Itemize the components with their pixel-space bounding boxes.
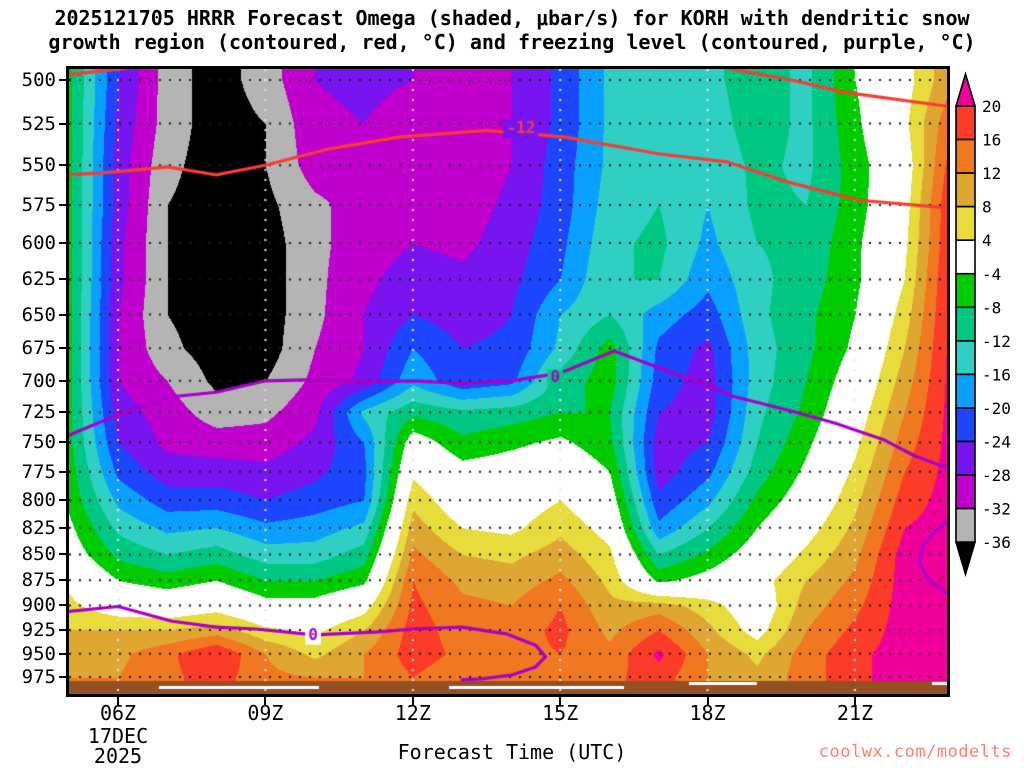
pressure-tick-mark [59,604,66,606]
pressure-tick-mark [59,499,66,501]
colorbar-box [956,341,975,375]
colorbar-value-label: -4 [982,265,1001,284]
pressure-tick-mark [59,314,66,316]
colorbar-value-label: -16 [982,365,1011,384]
pressure-tick-mark [59,204,66,206]
pressure-tick-mark [59,164,66,166]
time-tick-mark [854,697,856,705]
pressure-tick-mark [59,278,66,280]
plot-area [66,66,950,697]
pressure-tick-label-525: 525 [0,113,56,135]
pressure-tick-mark [59,411,66,413]
chart-title-line2: growth region (contoured, red, °C) and f… [0,30,1024,54]
colorbar-value-label: -28 [982,466,1011,485]
pressure-tick-mark [59,629,66,631]
pressure-tick-label-775: 775 [0,461,56,483]
colorbar-box [956,106,975,140]
time-tick-mark [412,697,414,705]
colorbar-above-arrow [956,74,975,106]
colorbar-value-label: -24 [982,433,1011,452]
pressure-tick-label-850: 850 [0,543,56,565]
pressure-tick-mark [59,471,66,473]
pressure-tick-label-950: 950 [0,643,56,665]
colorbar-value-label: 12 [982,164,1001,183]
colorbar-box [956,509,975,543]
pressure-tick-mark [59,123,66,125]
colorbar-value-label: 8 [982,198,992,217]
time-tick-mark [117,697,119,705]
pressure-tick-label-575: 575 [0,194,56,216]
colorbar-below-arrow [956,542,975,574]
pressure-tick-mark [59,347,66,349]
colorbar-box [956,240,975,274]
pressure-tick-mark [59,79,66,81]
time-tick-mark [559,697,561,705]
pressure-tick-mark [59,380,66,382]
x-axis-title: Forecast Time (UTC) [392,740,632,764]
pressure-tick-mark [59,527,66,529]
pressure-tick-label-650: 650 [0,304,56,326]
chart-title-line1: 2025121705 HRRR Forecast Omega (shaded, … [0,6,1024,30]
time-tick-mark [707,697,709,705]
colorbar-value-label: -32 [982,500,1011,519]
pressure-tick-label-925: 925 [0,619,56,641]
colorbar-value-label: 20 [982,97,1001,116]
pressure-tick-label-600: 600 [0,232,56,254]
pressure-tick-label-725: 725 [0,401,56,423]
pressure-tick-mark [59,676,66,678]
hrrr-omega-cross-section: 2025121705 HRRR Forecast Omega (shaded, … [0,0,1024,768]
time-tick-mark [264,697,266,705]
colorbar-box [956,307,975,341]
colorbar-box [956,475,975,509]
colorbar-value-label: -20 [982,399,1011,418]
colorbar-box [956,140,975,174]
pressure-tick-label-875: 875 [0,569,56,591]
colorbar-box [956,374,975,408]
colorbar-value-label: 4 [982,231,992,250]
colorbar-box [956,207,975,241]
pressure-tick-label-800: 800 [0,489,56,511]
colorbar-box [956,274,975,308]
colorbar-box [956,442,975,476]
pressure-tick-mark [59,553,66,555]
pressure-tick-label-550: 550 [0,154,56,176]
omega-shaded-contour-canvas [69,69,947,694]
pressure-tick-label-900: 900 [0,594,56,616]
axis-date-line2: 2025 [63,744,173,768]
pressure-tick-label-700: 700 [0,370,56,392]
pressure-tick-mark [59,242,66,244]
colorbar-value-label: -8 [982,298,1001,317]
pressure-tick-label-500: 500 [0,69,56,91]
colorbar-box [956,173,975,207]
colorbar-value-label: 16 [982,131,1001,150]
pressure-tick-label-750: 750 [0,431,56,453]
colorbar-value-label: -36 [982,533,1011,552]
pressure-tick-mark [59,441,66,443]
pressure-tick-label-975: 975 [0,666,56,688]
pressure-tick-mark [59,653,66,655]
pressure-tick-label-825: 825 [0,517,56,539]
colorbar-box [956,408,975,442]
watermark-link[interactable]: coolwx.com/modelts [752,742,1012,762]
pressure-tick-label-675: 675 [0,337,56,359]
pressure-tick-mark [59,579,66,581]
colorbar-value-label: -12 [982,332,1011,351]
omega-colorbar: 20 16 12 8 4 -4 -8 -12 -16 -20 -24 -28 -32 -36 [948,66,1024,596]
pressure-tick-label-625: 625 [0,268,56,290]
